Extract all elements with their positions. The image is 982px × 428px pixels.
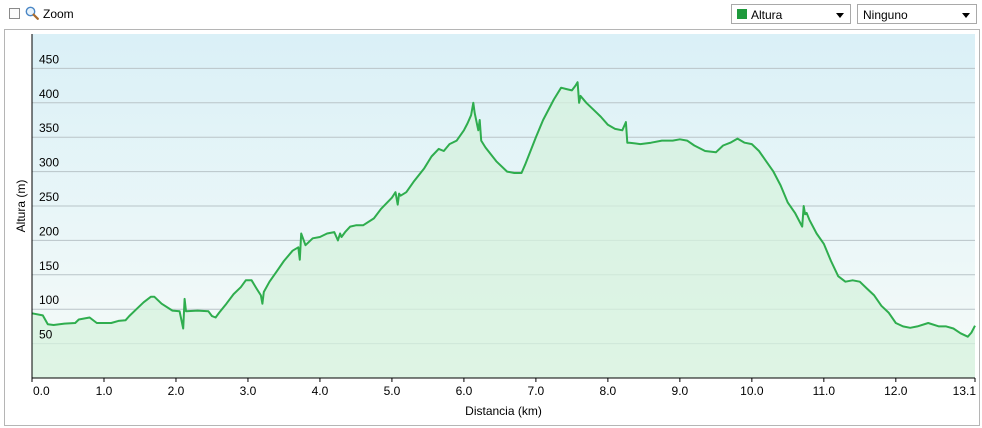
elevation-line[interactable] [31,81,976,338]
x-axis-title: Distancia (km) [465,404,542,418]
x-tick-label: 13.1 [953,384,977,398]
y-tick-label: 450 [39,52,59,66]
y-tick-label: 250 [39,190,59,204]
x-tick-label: 7.0 [528,384,545,398]
x-tick-label: 6.0 [456,384,473,398]
series-color-swatch [737,9,747,19]
x-tick-label: 12.0 [884,384,908,398]
magnifier-icon[interactable] [25,6,39,20]
x-tick-label: 2.0 [168,384,185,398]
y-tick-label: 150 [39,259,59,273]
elevation-area-fill [32,82,975,378]
zoom-label[interactable]: Zoom [43,7,74,21]
y-tick-label: 200 [39,224,59,238]
chart-toolbar: Zoom Altura Ninguno [0,0,982,28]
series-select[interactable]: Altura [731,4,851,24]
x-tick-label: 9.0 [672,384,689,398]
chart-frame [4,29,980,426]
compare-select-value: Ninguno [863,8,908,22]
y-tick-label: 100 [39,293,59,307]
compare-select[interactable]: Ninguno [857,4,977,24]
y-axis-title: Altura (m) [14,180,28,233]
x-tick-label: 3.0 [240,384,257,398]
y-tick-label: 400 [39,87,59,101]
zoom-checkbox[interactable] [9,8,20,19]
x-tick-label: 8.0 [600,384,617,398]
x-tick-label: 4.0 [312,384,329,398]
x-tick-label: 11.0 [813,384,836,398]
y-tick-label: 350 [39,121,59,135]
chevron-down-icon [836,13,844,18]
x-tick-label: 10.0 [740,384,764,398]
x-tick-label: 1.0 [96,384,113,398]
x-tick-label: 5.0 [384,384,401,398]
x-tick-label: 0.0 [33,384,50,398]
series-select-value: Altura [751,8,783,22]
y-tick-label: 50 [39,328,53,342]
chevron-down-icon [962,13,970,18]
y-tick-label: 300 [39,156,59,170]
